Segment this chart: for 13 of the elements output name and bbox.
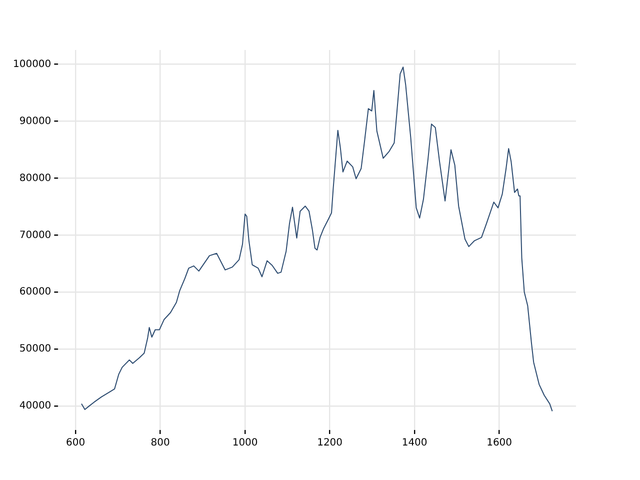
y-tick-label: 70000 — [19, 230, 52, 241]
y-tick-label: 40000 — [19, 400, 52, 412]
x-tick-label: 1600 — [486, 438, 512, 449]
x-tick-label: 800 — [150, 438, 170, 449]
y-tick-label: 90000 — [19, 116, 52, 127]
x-tick-label: 600 — [66, 438, 86, 449]
y-tick-label: 50000 — [19, 344, 52, 355]
x-tick-label: 1000 — [232, 438, 258, 449]
y-tick-label: 100000 — [12, 58, 52, 70]
y-tick-label: 60000 — [19, 286, 52, 298]
x-tick-label: 1200 — [317, 438, 343, 449]
x-tick-label: 1400 — [402, 438, 428, 449]
y-tick-label: 80000 — [19, 172, 52, 184]
